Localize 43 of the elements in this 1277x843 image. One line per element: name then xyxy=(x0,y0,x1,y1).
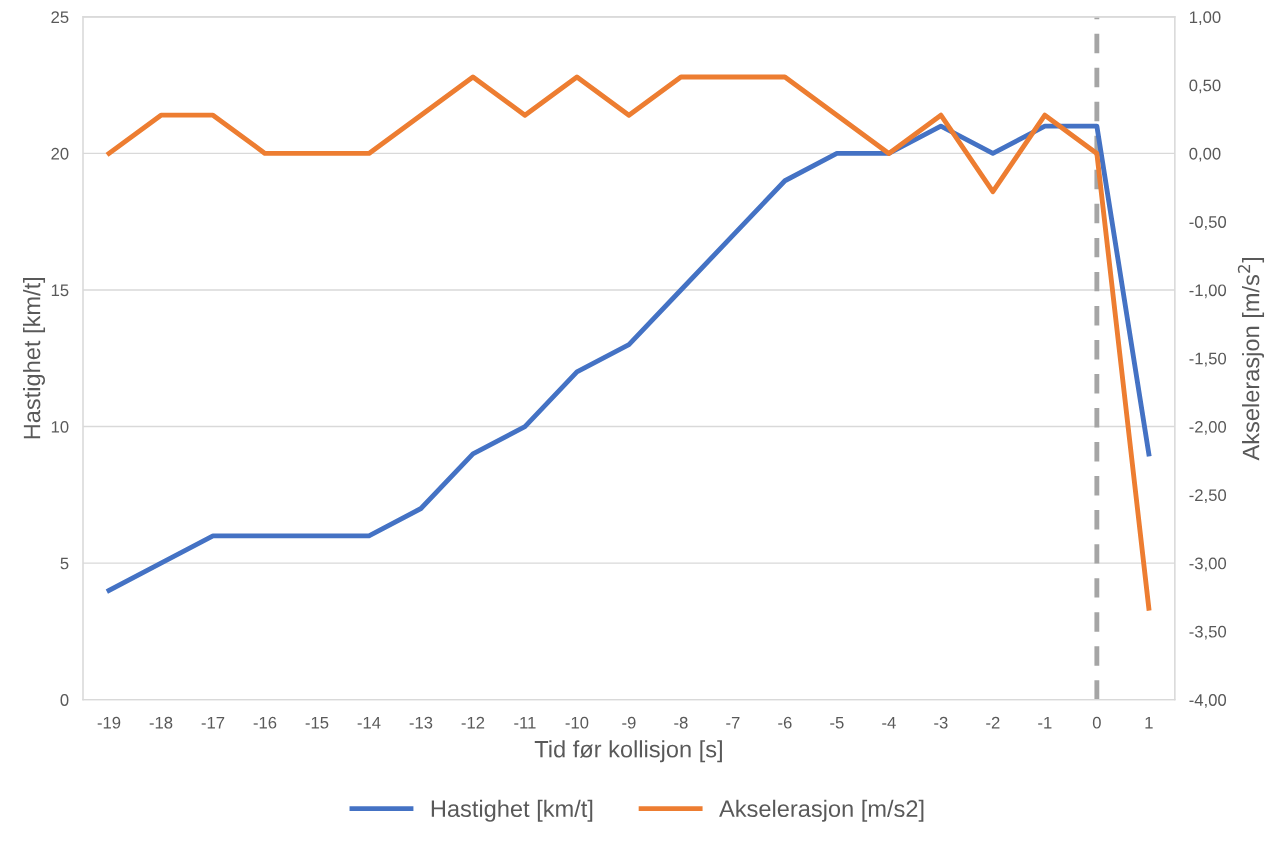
legend-label: Hastighet [km/t] xyxy=(431,799,593,822)
x-tick-label: -3 xyxy=(934,716,948,729)
x-tick-label: -6 xyxy=(778,716,792,729)
y-tick-label: 20 xyxy=(51,147,69,160)
y2-tick-label: -2,00 xyxy=(1189,420,1227,435)
x-tick-label: -2 xyxy=(986,716,1000,729)
x-tick-label: 0 xyxy=(1092,716,1101,729)
x-tick-label: -11 xyxy=(514,716,536,729)
x-tick-label: -18 xyxy=(149,716,173,729)
y2-tick-label: -1,00 xyxy=(1189,284,1227,299)
y-tick-label: 15 xyxy=(51,284,69,297)
y2-tick-label: -1,50 xyxy=(1189,352,1227,367)
x-tick-label: -19 xyxy=(97,716,121,729)
x-tick-label: -4 xyxy=(882,716,896,729)
x-tick-label: -9 xyxy=(622,716,636,729)
y2-axis-title: Akselerasjon [m/s$^{2}$] xyxy=(1237,257,1265,461)
x-tick-label: -10 xyxy=(565,716,589,729)
x-tick-label: -1 xyxy=(1038,716,1052,729)
x-tick-label: -7 xyxy=(726,716,740,729)
y-tick-label: 10 xyxy=(51,420,69,433)
x-tick-label: 1 xyxy=(1145,716,1153,729)
legend-label: Akselerasjon [m/s2] xyxy=(719,799,924,822)
y2-tick-label: 0,50 xyxy=(1189,79,1221,94)
x-tick-label: -8 xyxy=(674,716,688,729)
x-tick-label: -12 xyxy=(461,716,485,729)
y-tick-label: 25 xyxy=(51,11,69,24)
x-tick-label: -5 xyxy=(830,716,844,729)
y2-tick-label: 0,00 xyxy=(1189,147,1221,162)
x-tick-label: -17 xyxy=(201,716,225,729)
x-tick-label: -14 xyxy=(357,716,381,729)
y2-tick-label: -0,50 xyxy=(1189,216,1227,230)
y-tick-label: 5 xyxy=(60,557,69,570)
y-axis-title: Hastighet [km/t] xyxy=(23,277,46,439)
y2-tick-label: -4,00 xyxy=(1189,694,1227,708)
x-axis-title: Tid før kollisjon [s] xyxy=(534,740,722,763)
x-tick-label: -13 xyxy=(409,716,433,729)
x-tick-label: -16 xyxy=(253,716,277,729)
x-tick-label: -15 xyxy=(305,716,329,729)
y2-tick-label: -3,00 xyxy=(1189,557,1227,572)
y2-tick-label: -2,50 xyxy=(1189,489,1227,504)
y2-tick-label: 1,00 xyxy=(1190,11,1221,26)
y-tick-label: 0 xyxy=(60,694,69,706)
y2-tick-label: -3,50 xyxy=(1189,625,1227,640)
